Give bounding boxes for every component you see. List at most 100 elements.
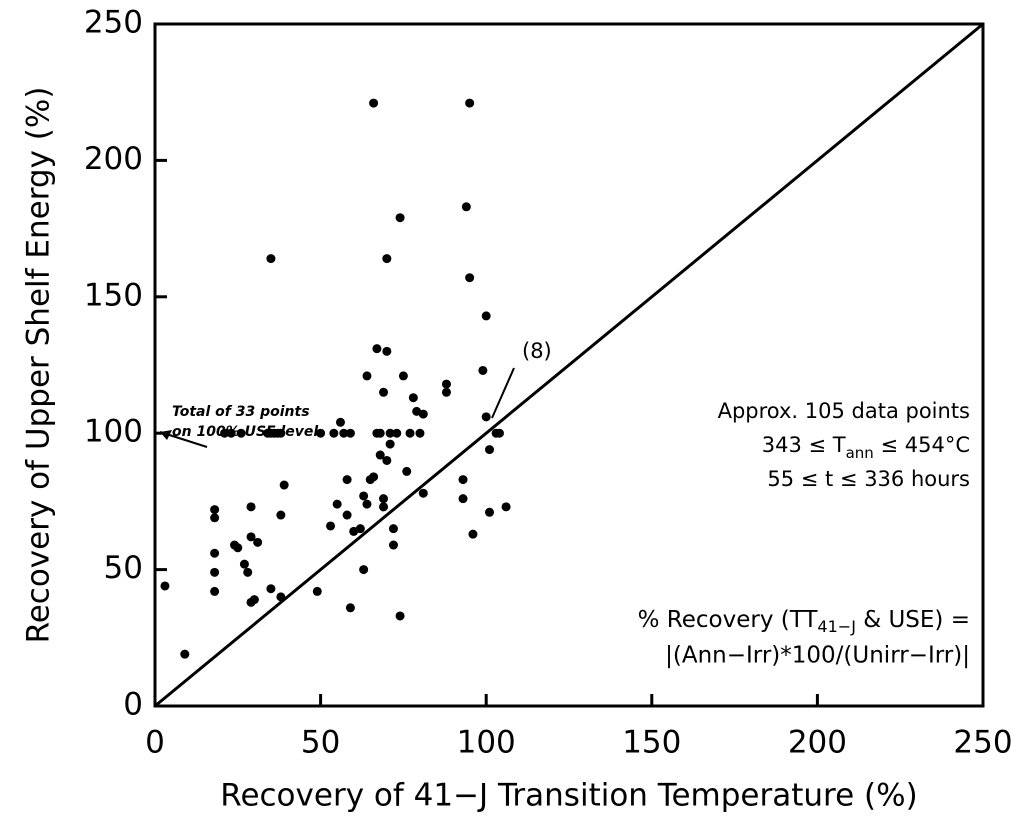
data-point xyxy=(249,595,259,605)
data-point xyxy=(418,488,428,498)
subscript: ann xyxy=(846,444,874,462)
data-point xyxy=(382,254,392,264)
annotation: % Recovery (TT41−J & USE) = xyxy=(638,607,970,636)
data-point xyxy=(276,428,286,438)
data-point xyxy=(408,393,418,403)
subscript: 41−J xyxy=(817,617,855,636)
x-tick-label: 100 xyxy=(457,725,516,761)
data-point xyxy=(359,491,369,501)
data-point xyxy=(501,502,511,512)
text-part: 343 ≤ T xyxy=(762,433,846,457)
data-point xyxy=(160,581,170,591)
annotation: 343 ≤ Tann ≤ 454°C xyxy=(762,433,970,462)
y-tick-label: 250 xyxy=(84,5,143,41)
data-point xyxy=(266,254,276,264)
data-point xyxy=(210,513,220,523)
data-point xyxy=(478,365,488,375)
data-point xyxy=(395,213,405,223)
x-tick-label: 150 xyxy=(622,725,681,761)
y-tick-label: 50 xyxy=(104,550,143,586)
annotation: 55 ≤ t ≤ 336 hours xyxy=(767,467,970,491)
x-tick-label: 0 xyxy=(145,725,165,761)
data-point xyxy=(485,507,495,517)
data-point xyxy=(385,439,395,449)
data-point xyxy=(481,311,491,321)
data-point xyxy=(369,98,379,108)
data-point xyxy=(398,371,408,381)
data-point xyxy=(402,466,412,476)
data-point xyxy=(243,567,253,577)
data-point xyxy=(382,455,392,465)
data-point xyxy=(210,548,220,558)
y-tick-label: 200 xyxy=(84,141,143,177)
data-point xyxy=(392,428,402,438)
data-point xyxy=(441,379,451,389)
data-point xyxy=(362,371,372,381)
annotation: Total of 33 points xyxy=(172,404,310,420)
data-point xyxy=(485,445,495,455)
y-tick-label: 150 xyxy=(84,277,143,313)
plot-frame xyxy=(153,22,985,708)
data-point xyxy=(375,428,385,438)
data-point xyxy=(239,559,249,569)
x-tick-label: 200 xyxy=(788,725,847,761)
data-point xyxy=(180,649,190,659)
data-point xyxy=(395,611,405,621)
data-point xyxy=(385,428,395,438)
data-point xyxy=(342,475,352,485)
data-point xyxy=(226,428,236,438)
data-point xyxy=(375,450,385,460)
data-point xyxy=(379,387,389,397)
data-point xyxy=(326,521,336,531)
data-point xyxy=(316,428,326,438)
annotation-pointer xyxy=(491,367,515,419)
data-point xyxy=(210,567,220,577)
data-point xyxy=(220,428,230,438)
data-point xyxy=(246,502,256,512)
data-point xyxy=(345,428,355,438)
data-point xyxy=(465,273,475,283)
data-point xyxy=(345,603,355,613)
identity-line xyxy=(154,22,984,708)
data-point xyxy=(379,502,389,512)
data-point xyxy=(369,472,379,482)
annotation: |(Ann−Irr)*100/(Unirr−Irr)| xyxy=(665,643,970,669)
data-point xyxy=(210,505,220,515)
data-point xyxy=(329,428,339,438)
data-point xyxy=(468,529,478,539)
annotation: (8) xyxy=(522,339,552,363)
data-point xyxy=(276,510,286,520)
data-point xyxy=(233,543,243,553)
data-point xyxy=(210,586,220,596)
y-tick-label: 100 xyxy=(84,414,143,450)
data-point xyxy=(382,346,392,356)
y-tick-label: 0 xyxy=(123,687,143,723)
x-tick-label: 250 xyxy=(953,725,1012,761)
x-axis-label: Recovery of 41−J Transition Temperature … xyxy=(220,778,917,814)
data-point xyxy=(388,524,398,534)
data-point xyxy=(253,537,263,547)
data-point xyxy=(388,540,398,550)
text-part: & USE) = xyxy=(856,607,970,633)
data-point xyxy=(246,532,256,542)
data-point xyxy=(405,428,415,438)
data-point xyxy=(465,98,475,108)
data-point xyxy=(379,494,389,504)
data-point xyxy=(279,480,289,490)
data-point xyxy=(355,524,365,534)
data-point xyxy=(458,494,468,504)
text-part: ≤ 454°C xyxy=(874,433,970,457)
data-point xyxy=(461,202,471,212)
data-point xyxy=(276,592,286,602)
data-point xyxy=(362,499,372,509)
text-part: % Recovery (TT xyxy=(638,607,819,633)
data-point xyxy=(236,428,246,438)
data-point xyxy=(332,499,342,509)
data-point xyxy=(494,428,504,438)
data-point xyxy=(312,586,322,596)
data-point xyxy=(372,344,382,354)
data-point xyxy=(415,428,425,438)
data-point xyxy=(359,565,369,575)
data-point xyxy=(441,387,451,397)
data-point xyxy=(458,475,468,485)
